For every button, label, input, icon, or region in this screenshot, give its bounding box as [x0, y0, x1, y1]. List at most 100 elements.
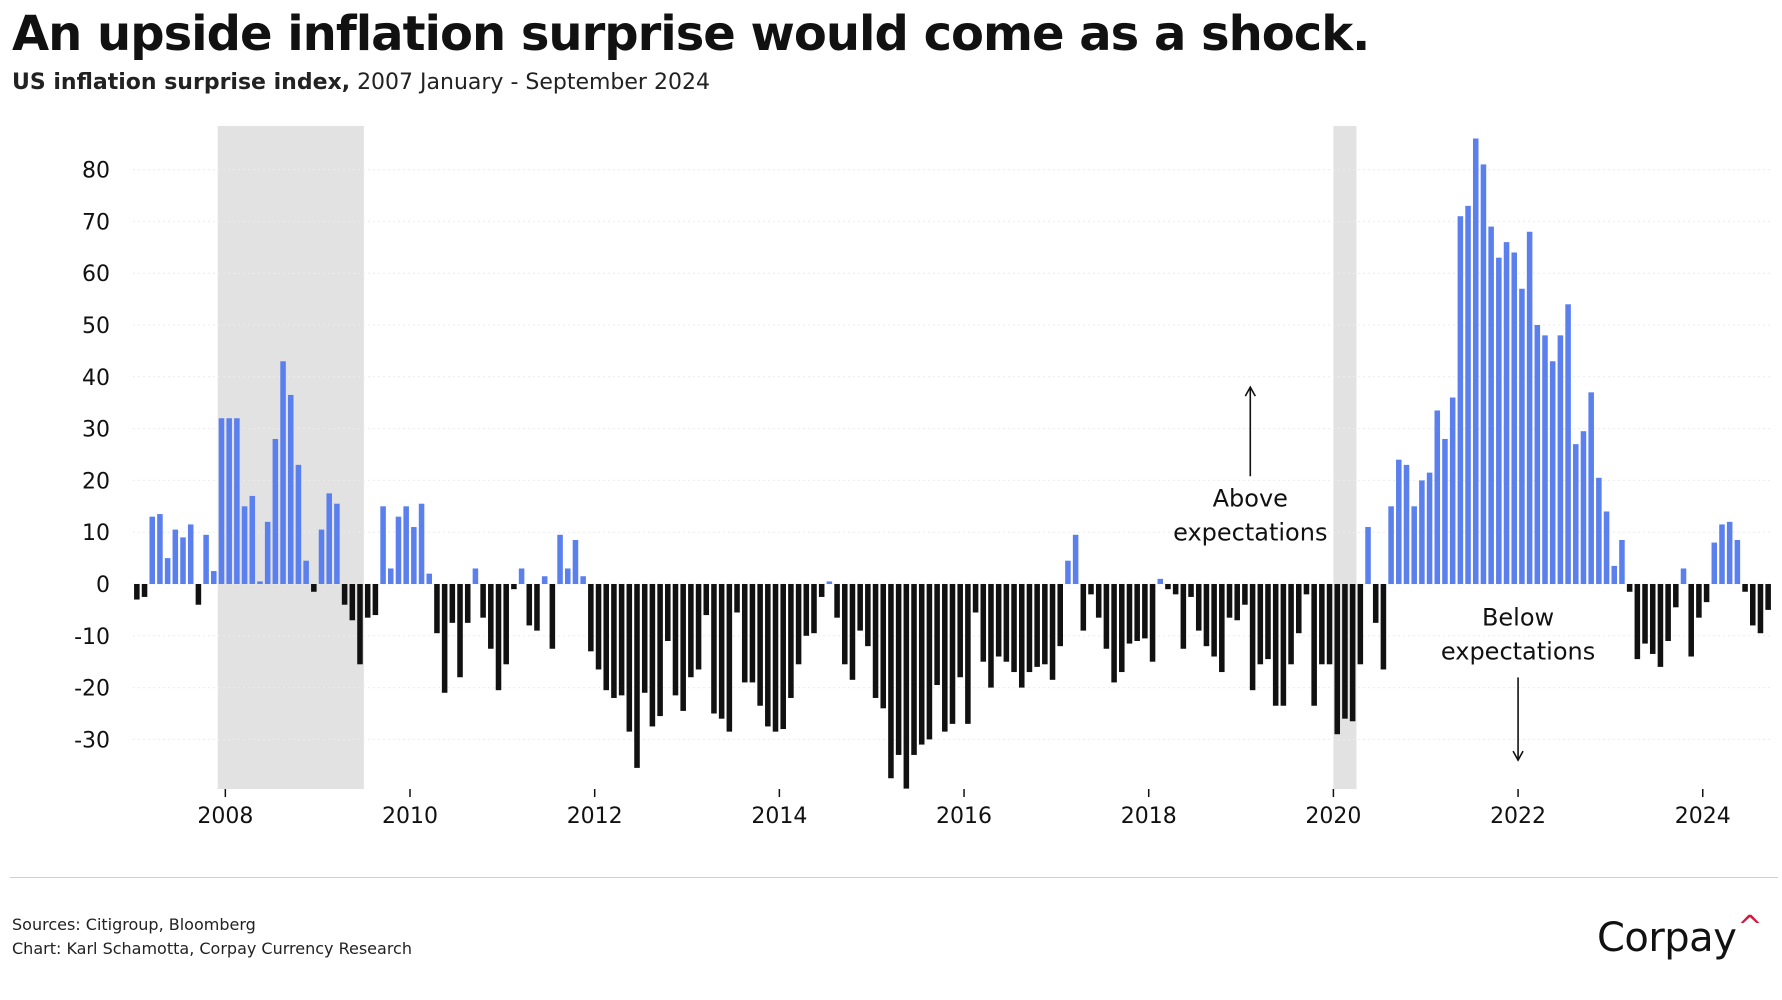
bar	[495, 584, 502, 691]
bar	[272, 438, 279, 584]
bar	[518, 568, 525, 584]
bar	[349, 584, 356, 621]
bar	[926, 584, 933, 740]
bar	[1719, 524, 1725, 584]
bar	[195, 584, 202, 605]
bar	[657, 584, 663, 717]
annotation-2: Below expectations	[1441, 603, 1595, 762]
bar	[564, 568, 571, 584]
bar	[588, 584, 594, 652]
bar	[1519, 288, 1525, 584]
bar	[1642, 584, 1648, 644]
bar	[1195, 584, 1202, 631]
bar	[488, 584, 494, 649]
footer-sources: Sources: Citigroup, Bloomberg	[12, 915, 256, 934]
bar	[1765, 584, 1771, 610]
bar	[1496, 257, 1502, 584]
bar	[1703, 584, 1710, 603]
bar	[934, 584, 940, 686]
bar	[641, 584, 648, 693]
bar	[1088, 584, 1094, 595]
bar	[1757, 584, 1764, 634]
bar	[995, 584, 1002, 657]
bar	[949, 584, 956, 724]
bar	[357, 584, 363, 665]
bar	[1157, 578, 1164, 584]
bar	[695, 584, 702, 670]
bar	[749, 584, 756, 683]
bar	[1580, 431, 1587, 584]
bar	[903, 584, 910, 789]
bar	[1042, 584, 1048, 665]
bar	[187, 524, 194, 584]
bar	[449, 584, 456, 623]
bar	[311, 584, 317, 592]
bar	[988, 584, 994, 688]
bar	[1319, 584, 1325, 665]
bar	[765, 584, 771, 727]
bar	[411, 527, 417, 584]
annotation-1: Above expectations	[1173, 385, 1327, 546]
bar	[1472, 138, 1479, 584]
x-axis-ticks: 2008 2010 2012 2014 2016 2018 2020 2022 2024	[197, 789, 1731, 829]
bar	[418, 503, 425, 584]
bar	[1726, 521, 1733, 584]
bar	[1542, 335, 1548, 584]
bar	[1249, 584, 1256, 691]
bar	[1503, 242, 1510, 584]
bar	[1619, 539, 1625, 584]
bar	[1126, 584, 1133, 644]
bar	[326, 493, 332, 584]
bar	[1426, 472, 1433, 584]
bar	[426, 573, 433, 584]
y-tick-label: 40	[82, 366, 110, 391]
x-tick-label: 2016	[936, 804, 992, 829]
bar	[1411, 506, 1417, 584]
y-tick-label: 70	[82, 210, 110, 235]
bar	[834, 584, 840, 618]
bar	[1465, 205, 1471, 585]
bar	[811, 584, 817, 634]
bar	[849, 584, 856, 680]
bar	[511, 584, 517, 590]
bar	[1657, 584, 1664, 667]
bar	[611, 584, 617, 698]
bar	[1188, 584, 1194, 597]
bar	[1380, 584, 1387, 670]
y-tick-label: 50	[82, 314, 110, 339]
bar	[803, 584, 810, 636]
chart-subtitle: US inflation surprise index, 2007 Januar…	[12, 70, 710, 95]
x-tick-label: 2008	[197, 804, 253, 829]
bar	[1011, 584, 1017, 673]
bar	[942, 584, 948, 732]
bar	[1080, 584, 1087, 631]
bar	[1649, 584, 1656, 654]
x-tick-label: 2024	[1675, 804, 1731, 829]
bar	[134, 584, 140, 600]
bars	[134, 138, 1771, 789]
bar	[1034, 584, 1040, 667]
bar	[1018, 584, 1025, 688]
bar	[287, 394, 294, 584]
bar	[341, 584, 348, 605]
bar	[1026, 584, 1033, 673]
bar	[1565, 304, 1571, 584]
annotation-text: Below	[1482, 603, 1554, 631]
bar	[788, 584, 794, 698]
bar	[865, 584, 871, 647]
logo-text: Corpay	[1596, 915, 1737, 961]
bar	[780, 584, 786, 730]
bar	[1634, 584, 1641, 660]
bar	[1611, 565, 1618, 584]
bar	[580, 576, 586, 584]
bar	[1265, 584, 1271, 660]
bar	[241, 506, 248, 584]
bar	[972, 584, 979, 613]
bar	[472, 568, 479, 584]
bar	[1134, 584, 1140, 641]
bar	[464, 584, 471, 623]
bar	[1172, 584, 1179, 595]
bar	[826, 581, 833, 584]
bar	[1234, 584, 1240, 621]
bar	[1573, 444, 1579, 584]
